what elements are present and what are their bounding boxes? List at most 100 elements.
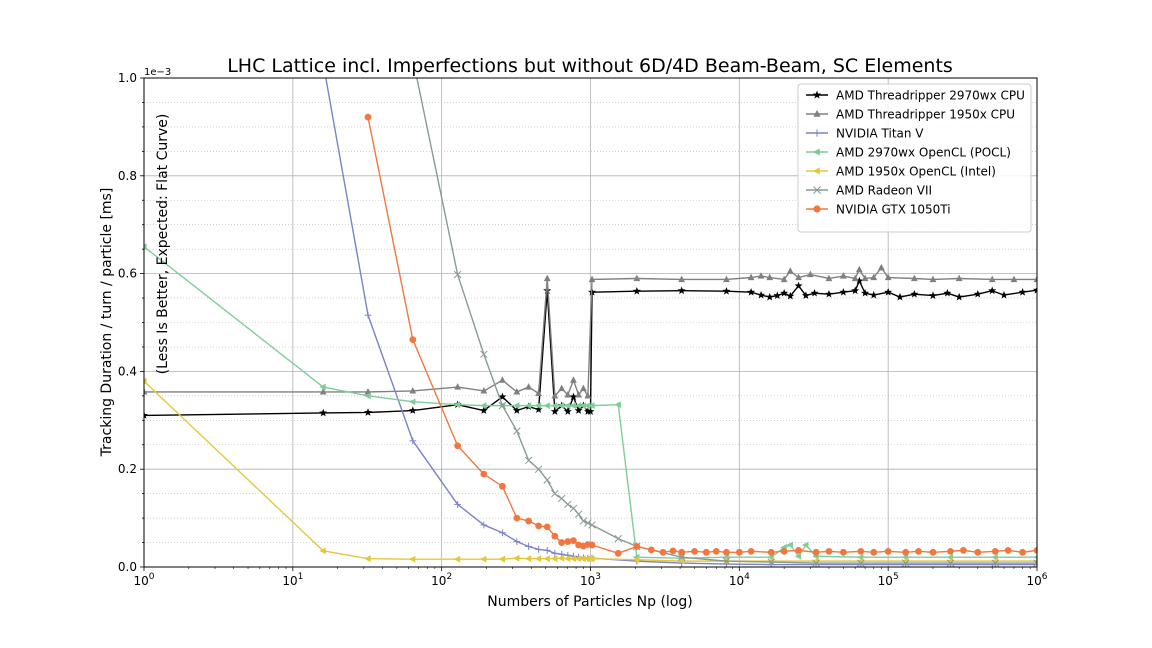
data-point (861, 288, 870, 297)
data-point (757, 290, 766, 299)
data-point (570, 376, 577, 383)
data-point (525, 517, 533, 525)
data-point (813, 186, 821, 194)
data-point (588, 275, 596, 283)
marker-stroke (574, 510, 583, 518)
data-point (498, 555, 506, 563)
data-point (569, 392, 578, 401)
data-point (810, 288, 819, 297)
marker-stroke (551, 489, 559, 498)
y-tick-label: 1.0 (118, 71, 137, 85)
data-point (498, 401, 507, 410)
marker-stroke (614, 534, 622, 543)
data-point (851, 274, 859, 282)
marker-stroke (901, 559, 910, 567)
data-point (543, 555, 550, 563)
data-point (722, 287, 731, 295)
data-point (767, 558, 775, 566)
marker-stroke (722, 557, 731, 565)
data-point (480, 521, 488, 529)
data-point (564, 500, 572, 509)
data-point (575, 390, 583, 398)
marker-stroke (1033, 559, 1037, 564)
data-point (534, 402, 542, 410)
data-point (735, 548, 743, 556)
data-point (1033, 555, 1037, 560)
x-axis-label: Numbers of Particles Np (log) (487, 594, 692, 610)
data-point (579, 402, 587, 410)
data-point (959, 546, 967, 554)
data-point (677, 286, 686, 295)
data-point (534, 405, 543, 413)
data-point (1033, 561, 1037, 567)
data-point (563, 555, 571, 563)
data-point (513, 514, 521, 522)
data-point (786, 541, 793, 549)
marker-stroke (584, 519, 592, 527)
data-point (902, 548, 910, 556)
data-point (564, 538, 572, 545)
data-point (499, 482, 506, 490)
x-tick-exponent: 3 (595, 572, 601, 582)
data-point (144, 377, 147, 385)
data-point (766, 273, 774, 281)
marker-stroke (946, 559, 955, 567)
marker-stroke (534, 465, 543, 473)
data-point (786, 267, 794, 274)
data-point (633, 274, 641, 282)
data-point (910, 289, 919, 298)
legend-label: AMD Radeon VII (836, 184, 932, 198)
data-point (780, 547, 788, 555)
data-point (524, 402, 532, 410)
data-point (910, 274, 918, 282)
data-point (973, 289, 982, 298)
data-point (812, 167, 820, 175)
data-point (812, 548, 820, 556)
data-point (557, 402, 565, 410)
y-tick-label: 0.6 (118, 267, 137, 281)
data-point (677, 553, 686, 561)
data-point (812, 90, 822, 99)
series-6 (364, 113, 1037, 557)
data-point (884, 547, 892, 555)
data-point (364, 555, 371, 563)
data-point (513, 388, 521, 395)
data-point (955, 292, 964, 301)
data-point (364, 388, 372, 395)
data-point (794, 552, 802, 560)
data-point (558, 384, 566, 392)
data-point (144, 243, 147, 251)
data-point (632, 287, 641, 295)
x-tick-exponent: 1 (298, 572, 304, 582)
data-point (453, 270, 462, 279)
y-tick-label: 0.0 (118, 560, 137, 574)
data-point (588, 402, 595, 410)
legend-label: AMD Threadripper 1950x CPU (836, 108, 1015, 122)
data-point (588, 521, 596, 529)
data-point (512, 554, 520, 562)
data-point (895, 292, 904, 301)
data-point (319, 383, 326, 391)
series-1 (144, 263, 1037, 399)
data-point (535, 545, 542, 553)
data-point (454, 383, 462, 390)
data-point (512, 406, 521, 414)
marker-stroke (480, 350, 488, 359)
data-point (535, 522, 542, 530)
data-point (765, 292, 774, 301)
data-point (588, 555, 595, 563)
data-point (633, 543, 641, 550)
data-point (408, 398, 416, 406)
data-point (319, 408, 328, 417)
data-point (974, 548, 982, 556)
data-point (801, 541, 809, 549)
data-point (884, 287, 893, 296)
x-tick-exponent: 0 (149, 572, 155, 582)
data-point (586, 407, 595, 415)
data-point (702, 548, 710, 556)
data-point (813, 109, 821, 117)
data-point (614, 549, 622, 557)
data-point (524, 555, 532, 563)
legend-entry: NVIDIA GTX 1050Ti (806, 203, 951, 217)
data-point (1018, 287, 1027, 296)
